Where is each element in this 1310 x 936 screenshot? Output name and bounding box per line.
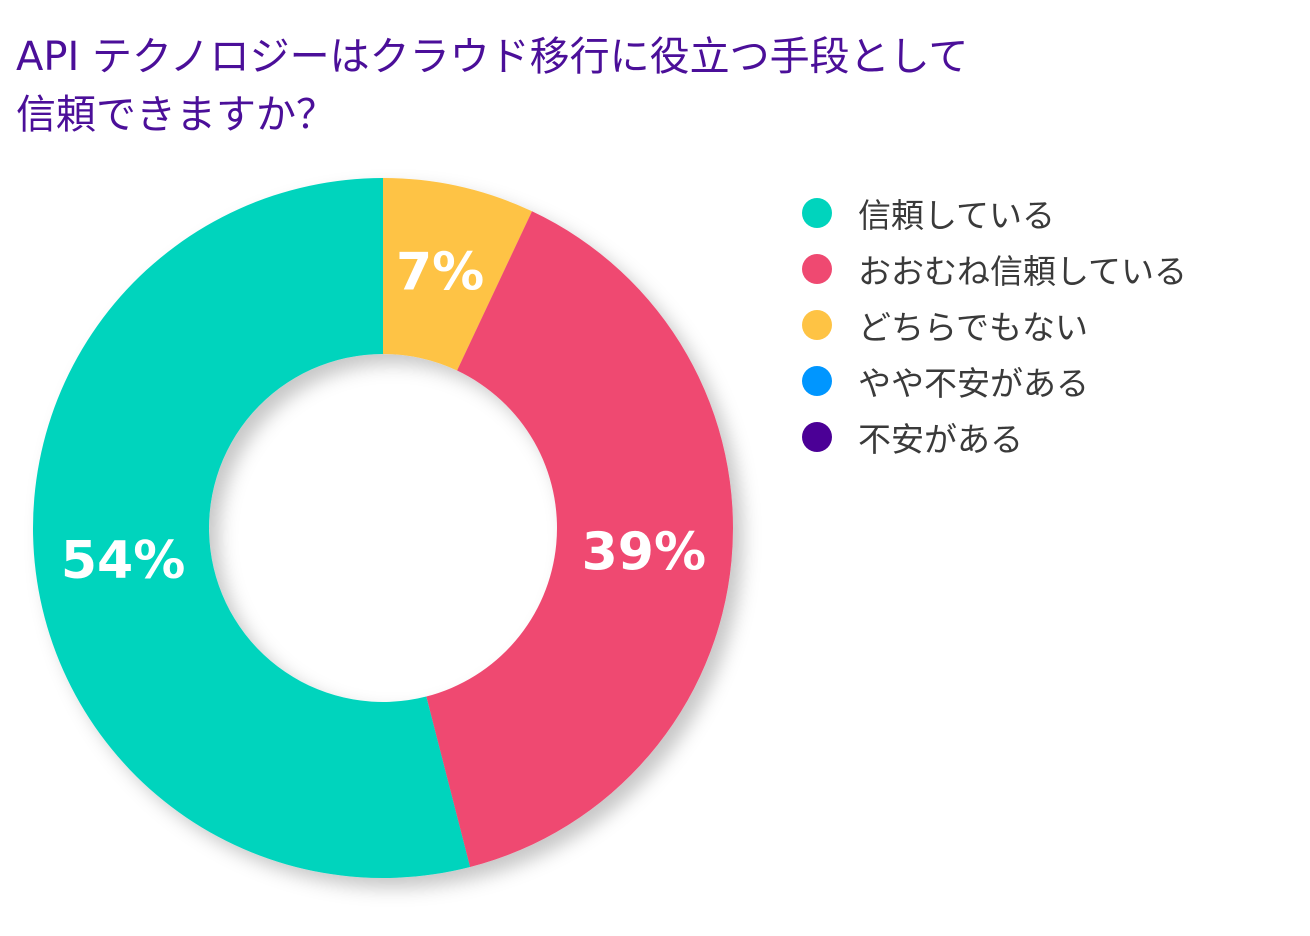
donut-slice [32,178,471,878]
legend-swatch-dot [802,198,832,228]
donut-slices [32,178,733,878]
legend-swatch-dot [802,422,832,452]
legend-swatch-dot [802,254,832,284]
legend-item: どちらでもない [802,297,1187,353]
donut-slice [383,178,533,371]
legend-label: 不安がある [858,420,1023,459]
legend-label: 信頼している [858,196,1056,235]
slice-data-label: 7% [396,242,484,302]
slice-data-label: 39% [582,523,706,583]
legend-item: 不安がある [802,409,1187,465]
legend-label: どちらでもない [858,308,1089,347]
legend-item: 信頼している [802,185,1187,241]
legend-item: おおむね信頼している [802,241,1187,297]
slice-data-label: 54% [61,531,185,591]
legend-label: おおむね信頼している [858,252,1188,291]
legend-item: やや不安がある [802,353,1187,409]
chart-title-line-2: 信頼できますか？ [16,92,336,138]
legend-swatch-dot [802,366,832,396]
donut-slice [426,211,733,868]
legend-label: やや不安がある [858,364,1089,403]
chart-title-line-1: API テクノロジーはクラウド移行に役立つ手段として [16,34,969,80]
donut-data-labels: 7% 39% 54% [61,242,706,591]
legend-swatch-dot [802,310,832,340]
donut-chart: 7% 39% 54% [32,178,733,878]
legend: 信頼している おおむね信頼している どちらでもない やや不安がある 不安がある [802,185,1187,465]
chart-title: API テクノロジーはクラウド移行に役立つ手段として 信頼できますか？ [16,28,1116,144]
